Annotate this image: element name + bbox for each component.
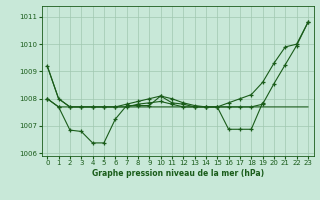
- X-axis label: Graphe pression niveau de la mer (hPa): Graphe pression niveau de la mer (hPa): [92, 169, 264, 178]
